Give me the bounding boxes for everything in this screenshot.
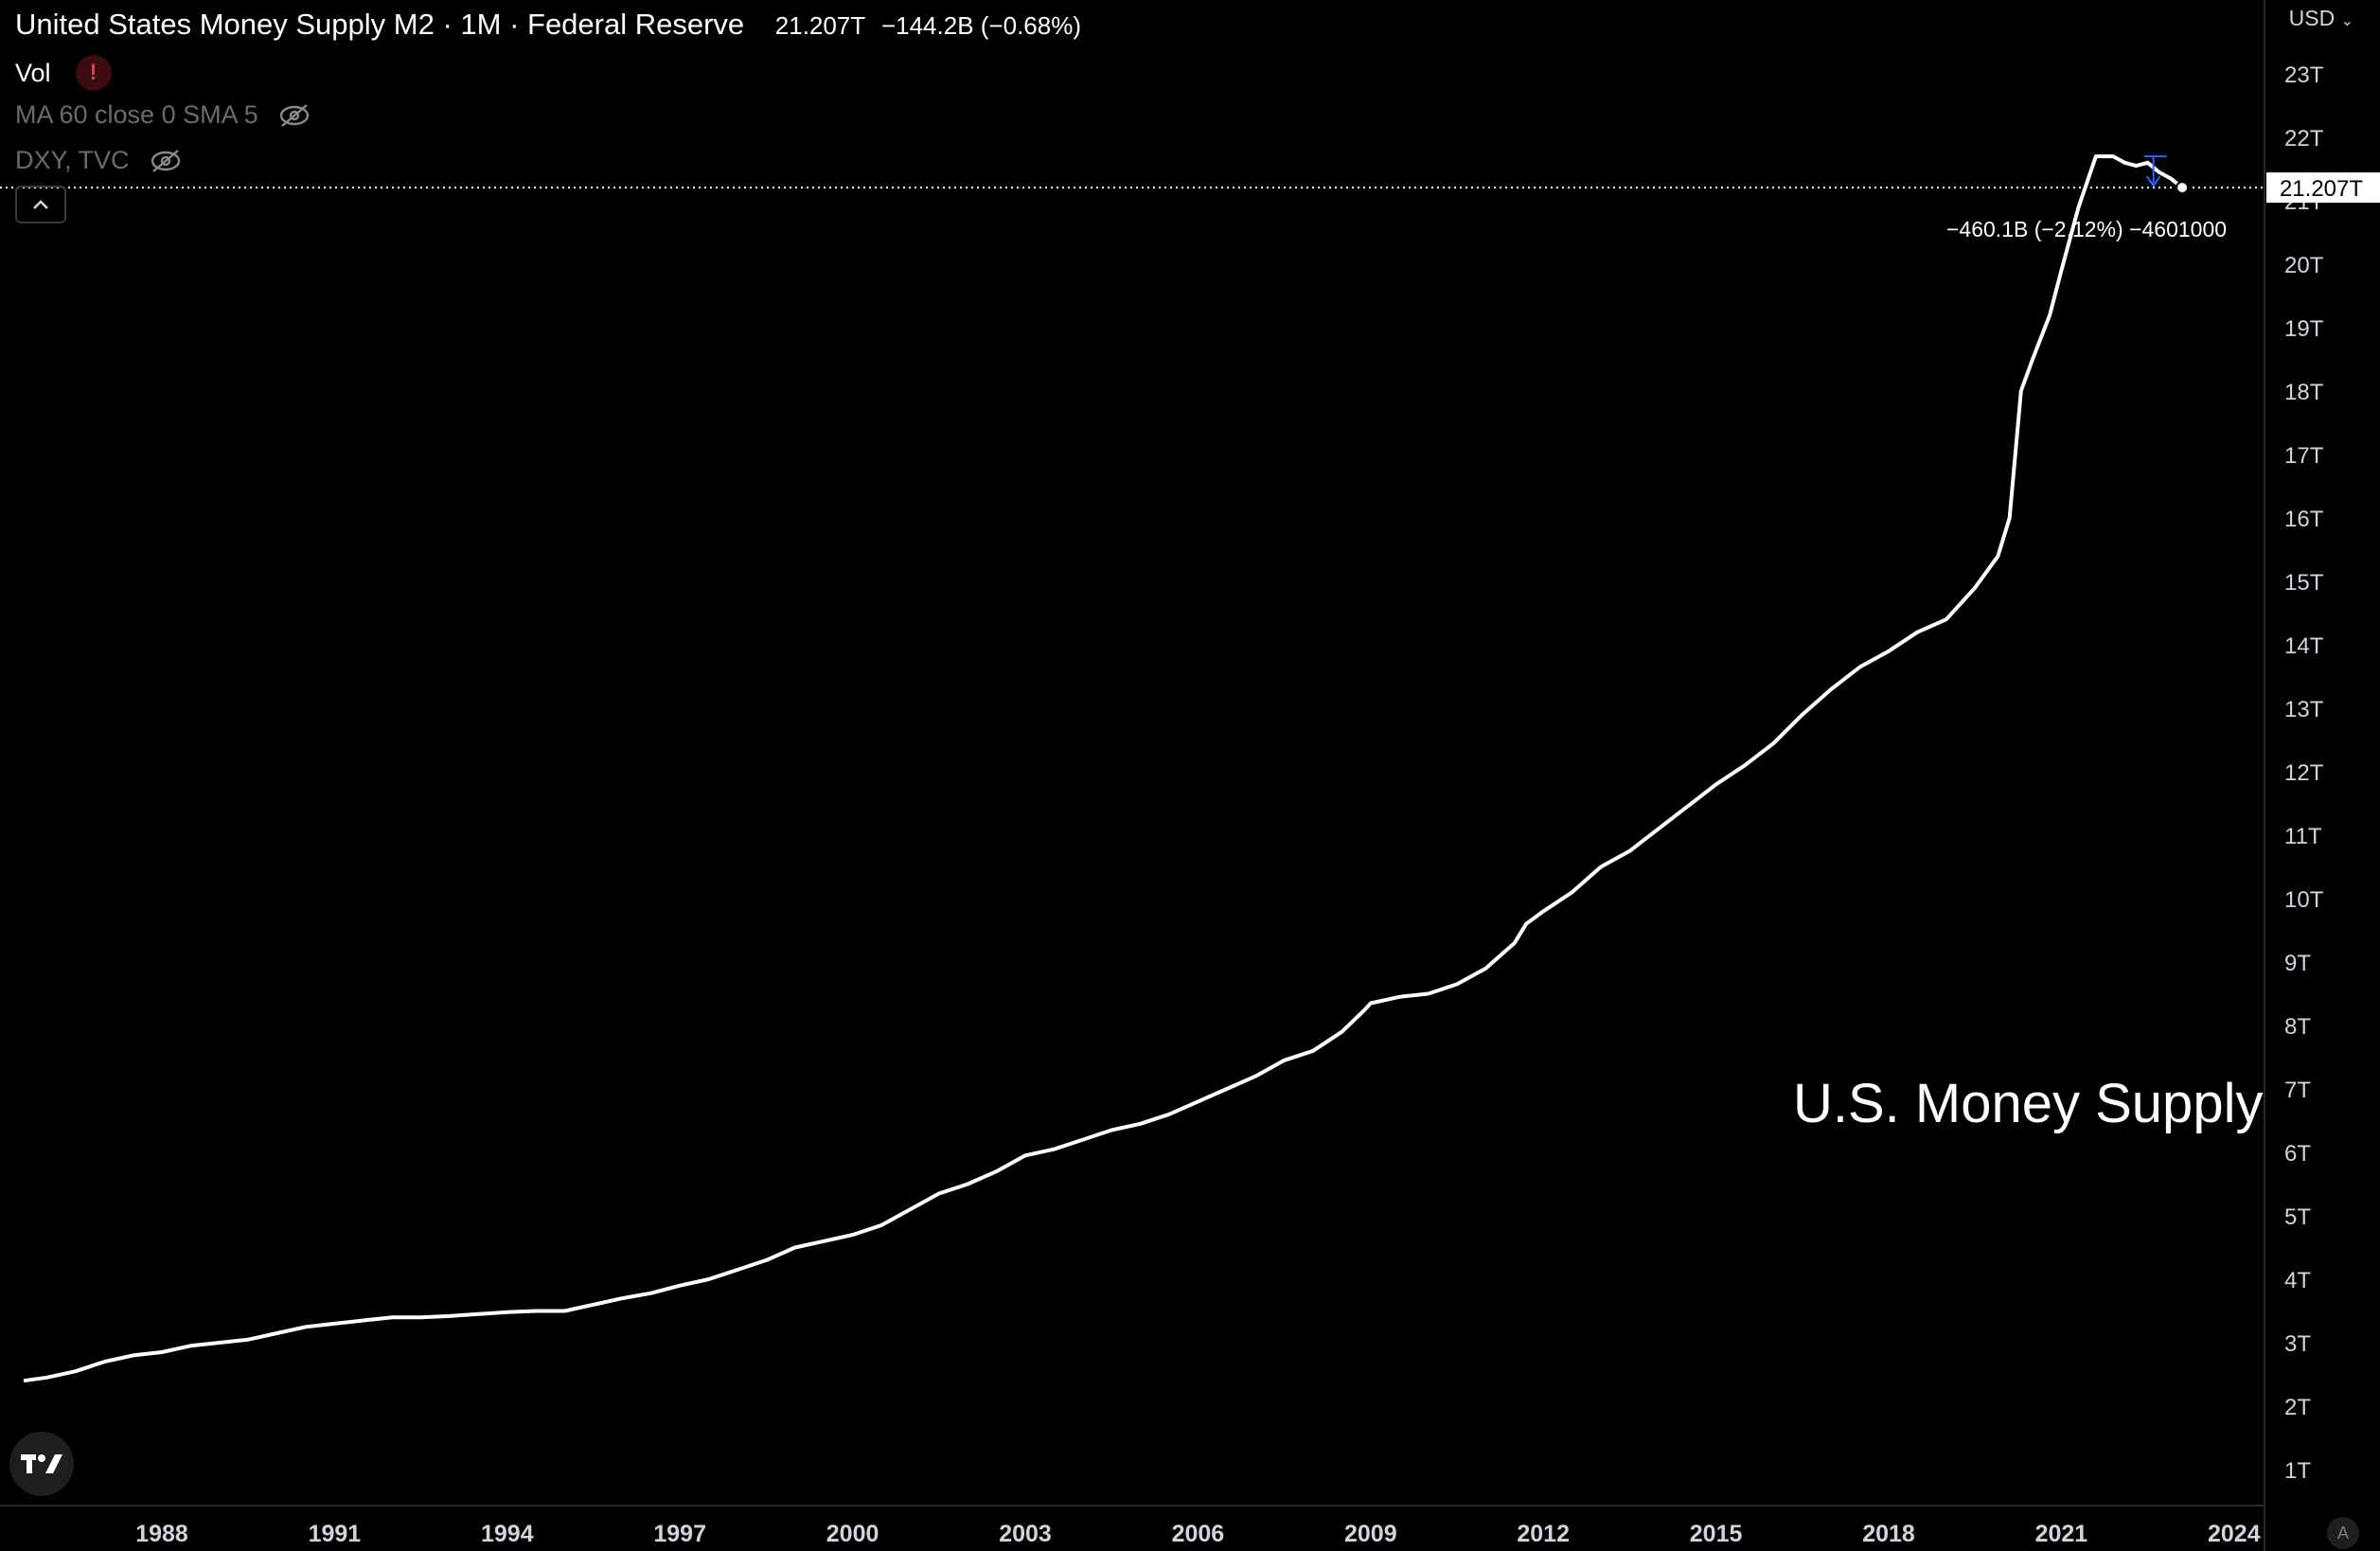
last-price-label: 21.207T bbox=[2280, 176, 2363, 202]
y-tick-label: 13T bbox=[2284, 697, 2324, 722]
y-tick-label: 15T bbox=[2284, 570, 2324, 596]
tradingview-logo-icon[interactable] bbox=[9, 1432, 74, 1496]
vol-label[interactable]: Vol bbox=[15, 58, 51, 87]
measure-annotation: −460.1B (−2.12%) −4601000 bbox=[1946, 217, 2227, 241]
legend-values: 21.207T −144.2B (−0.68%) bbox=[775, 11, 1081, 40]
measure-tool-arrowhead bbox=[2145, 175, 2161, 187]
x-tick-label: 1994 bbox=[481, 1521, 534, 1547]
y-tick-label: 5T bbox=[2284, 1204, 2311, 1230]
legend-compare-row: DXY, TVC bbox=[15, 146, 183, 175]
y-tick-label: 11T bbox=[2284, 824, 2322, 849]
x-tick-label: 1991 bbox=[309, 1521, 362, 1547]
last-price-label-bg bbox=[2266, 172, 2380, 204]
y-tick-label: 1T bbox=[2284, 1458, 2311, 1484]
y-tick-label: 8T bbox=[2284, 1014, 2311, 1040]
x-tick-label: 1997 bbox=[653, 1521, 706, 1547]
y-tick-label: 20T bbox=[2284, 253, 2324, 278]
y-tick-label: 16T bbox=[2284, 507, 2324, 532]
currency-label: USD bbox=[2288, 6, 2336, 30]
x-tick-label: 1988 bbox=[135, 1521, 188, 1547]
m2-series-line[interactable] bbox=[23, 154, 2184, 1383]
x-tick-label: 2012 bbox=[1517, 1521, 1570, 1547]
y-tick-label: 9T bbox=[2284, 951, 2311, 976]
y-tick-label: 18T bbox=[2284, 380, 2324, 405]
y-tick-label: 12T bbox=[2284, 760, 2324, 786]
last-value: 21.207T bbox=[774, 11, 865, 40]
chevron-down-icon: ⌄ bbox=[2340, 13, 2353, 29]
watermark-text: U.S. Money Supply bbox=[1793, 1073, 2263, 1134]
legend-title-row: United States Money Supply M2 · 1M · Fed… bbox=[15, 8, 1081, 42]
time-axis[interactable]: 1988 1991 1994 1997 2000 2003 2006 2009 2012 2015… bbox=[0, 1505, 2265, 1547]
change-value: −144.2B (−0.68%) bbox=[880, 11, 1081, 40]
y-tick-label: 6T bbox=[2284, 1141, 2311, 1167]
auto-scale-icon[interactable]: A bbox=[2327, 1517, 2359, 1549]
x-tick-label: 2003 bbox=[999, 1521, 1052, 1547]
y-tick-label: 2T bbox=[2284, 1395, 2311, 1420]
x-tick-label: 2006 bbox=[1172, 1521, 1225, 1547]
x-tick-label: 2021 bbox=[2035, 1521, 2088, 1547]
x-tick-label: 2024 bbox=[2208, 1521, 2261, 1547]
y-tick-label: 4T bbox=[2284, 1268, 2311, 1293]
y-tick-label: 23T bbox=[2284, 62, 2324, 88]
plot-pane[interactable]: U.S. Money Supply −460.1B (−2.12%) −46010… bbox=[0, 154, 2265, 1383]
y-tick-label: 10T bbox=[2284, 887, 2324, 913]
y-tick-label: 17T bbox=[2284, 443, 2324, 469]
eye-off-icon[interactable] bbox=[149, 148, 183, 174]
y-tick-label: 19T bbox=[2284, 316, 2324, 342]
y-tick-label: 22T bbox=[2284, 126, 2324, 152]
currency-selector[interactable]: USD ⌄ bbox=[2289, 6, 2353, 31]
x-tick-label: 2015 bbox=[1690, 1521, 1743, 1547]
y-tick-label: 14T bbox=[2284, 633, 2324, 659]
y-tick-label: 3T bbox=[2284, 1331, 2311, 1357]
legend-ma-row: MA 60 close 0 SMA 5 bbox=[15, 100, 311, 130]
x-tick-label: 2000 bbox=[826, 1521, 879, 1547]
legend-vol-row: Vol ! bbox=[15, 55, 112, 91]
last-point-marker bbox=[2176, 181, 2190, 195]
chevron-up-icon[interactable] bbox=[15, 186, 66, 223]
x-tick-label: 2018 bbox=[1862, 1521, 1915, 1547]
x-tick-label: 2009 bbox=[1344, 1521, 1397, 1547]
compare-label[interactable]: DXY, TVC bbox=[15, 146, 130, 174]
symbol-title[interactable]: United States Money Supply M2 · 1M · Fed… bbox=[15, 8, 745, 41]
y-tick-label: 7T bbox=[2284, 1078, 2311, 1103]
exclamation-icon[interactable]: ! bbox=[75, 55, 112, 91]
ma-label[interactable]: MA 60 close 0 SMA 5 bbox=[15, 100, 258, 129]
price-axis[interactable]: 1T 2T 3T 4T 5T 6T 7T 8T 9T 10T 11T 12T 13T 14T 15T 16T 1… bbox=[2264, 0, 2380, 1551]
eye-off-icon[interactable] bbox=[277, 102, 311, 129]
